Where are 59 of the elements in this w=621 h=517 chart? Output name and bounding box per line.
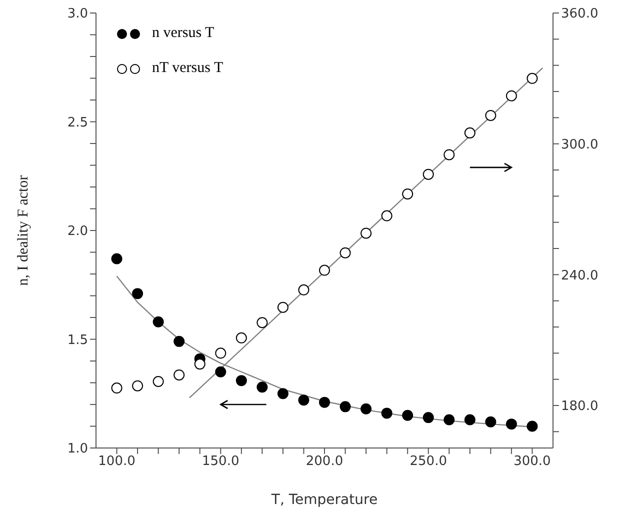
- point: [215, 348, 226, 359]
- point: [360, 403, 372, 414]
- y2-tick-label: 300.0: [561, 137, 598, 152]
- y-tick-label: 2.5: [67, 115, 88, 130]
- x-tick-label: 150.0: [202, 454, 240, 470]
- point: [215, 366, 226, 378]
- point: [132, 288, 144, 300]
- point: [277, 302, 288, 313]
- y-tick-label: 1.0: [67, 442, 88, 457]
- point: [506, 418, 517, 430]
- point: [152, 376, 164, 387]
- y-tick-label: 3.0: [67, 6, 88, 22]
- point: [174, 336, 185, 347]
- y-axis-title: n, I deality F actor: [15, 175, 32, 286]
- point: [111, 253, 122, 264]
- point: [236, 375, 247, 386]
- x-tick-label: 200.0: [306, 454, 344, 470]
- y-tick-label: 1.5: [67, 332, 88, 348]
- point: [485, 110, 496, 121]
- point: [444, 149, 455, 160]
- point: [526, 420, 538, 432]
- point: [340, 401, 351, 412]
- y-tick-label: 2.0: [67, 224, 88, 240]
- point: [485, 416, 496, 428]
- point: [381, 408, 392, 419]
- point: [298, 394, 310, 406]
- point: [422, 168, 434, 180]
- x-tick-label: 300.0: [514, 454, 551, 470]
- point: [381, 210, 392, 222]
- point: [464, 127, 476, 138]
- x-axis-title: T, Temperature: [270, 492, 378, 508]
- y2-tick-label: 360.0: [561, 6, 598, 22]
- y2-tick-label: 180.0: [561, 399, 598, 414]
- point: [319, 396, 330, 408]
- point: [526, 72, 538, 84]
- point: [236, 332, 247, 344]
- x-tick-label: 250.0: [410, 454, 447, 470]
- point: [256, 317, 268, 328]
- point: [360, 228, 372, 239]
- point: [132, 380, 144, 392]
- y2-tick-label: 240.0: [561, 268, 598, 284]
- point: [111, 382, 122, 394]
- point: [277, 388, 288, 400]
- point: [402, 188, 414, 200]
- point: [194, 358, 206, 370]
- point: [298, 284, 310, 296]
- point: [152, 316, 164, 328]
- point: [319, 264, 330, 276]
- point: [174, 369, 185, 380]
- point: [506, 90, 517, 102]
- point: [444, 414, 455, 426]
- legend-label: n versus T: [152, 25, 214, 42]
- point: [422, 412, 434, 424]
- point: [340, 247, 351, 258]
- legend-label: nT versus T: [152, 60, 224, 77]
- point: [464, 414, 476, 426]
- point: [402, 410, 414, 421]
- point: [256, 382, 268, 393]
- x-tick-label: 100.0: [98, 454, 136, 470]
